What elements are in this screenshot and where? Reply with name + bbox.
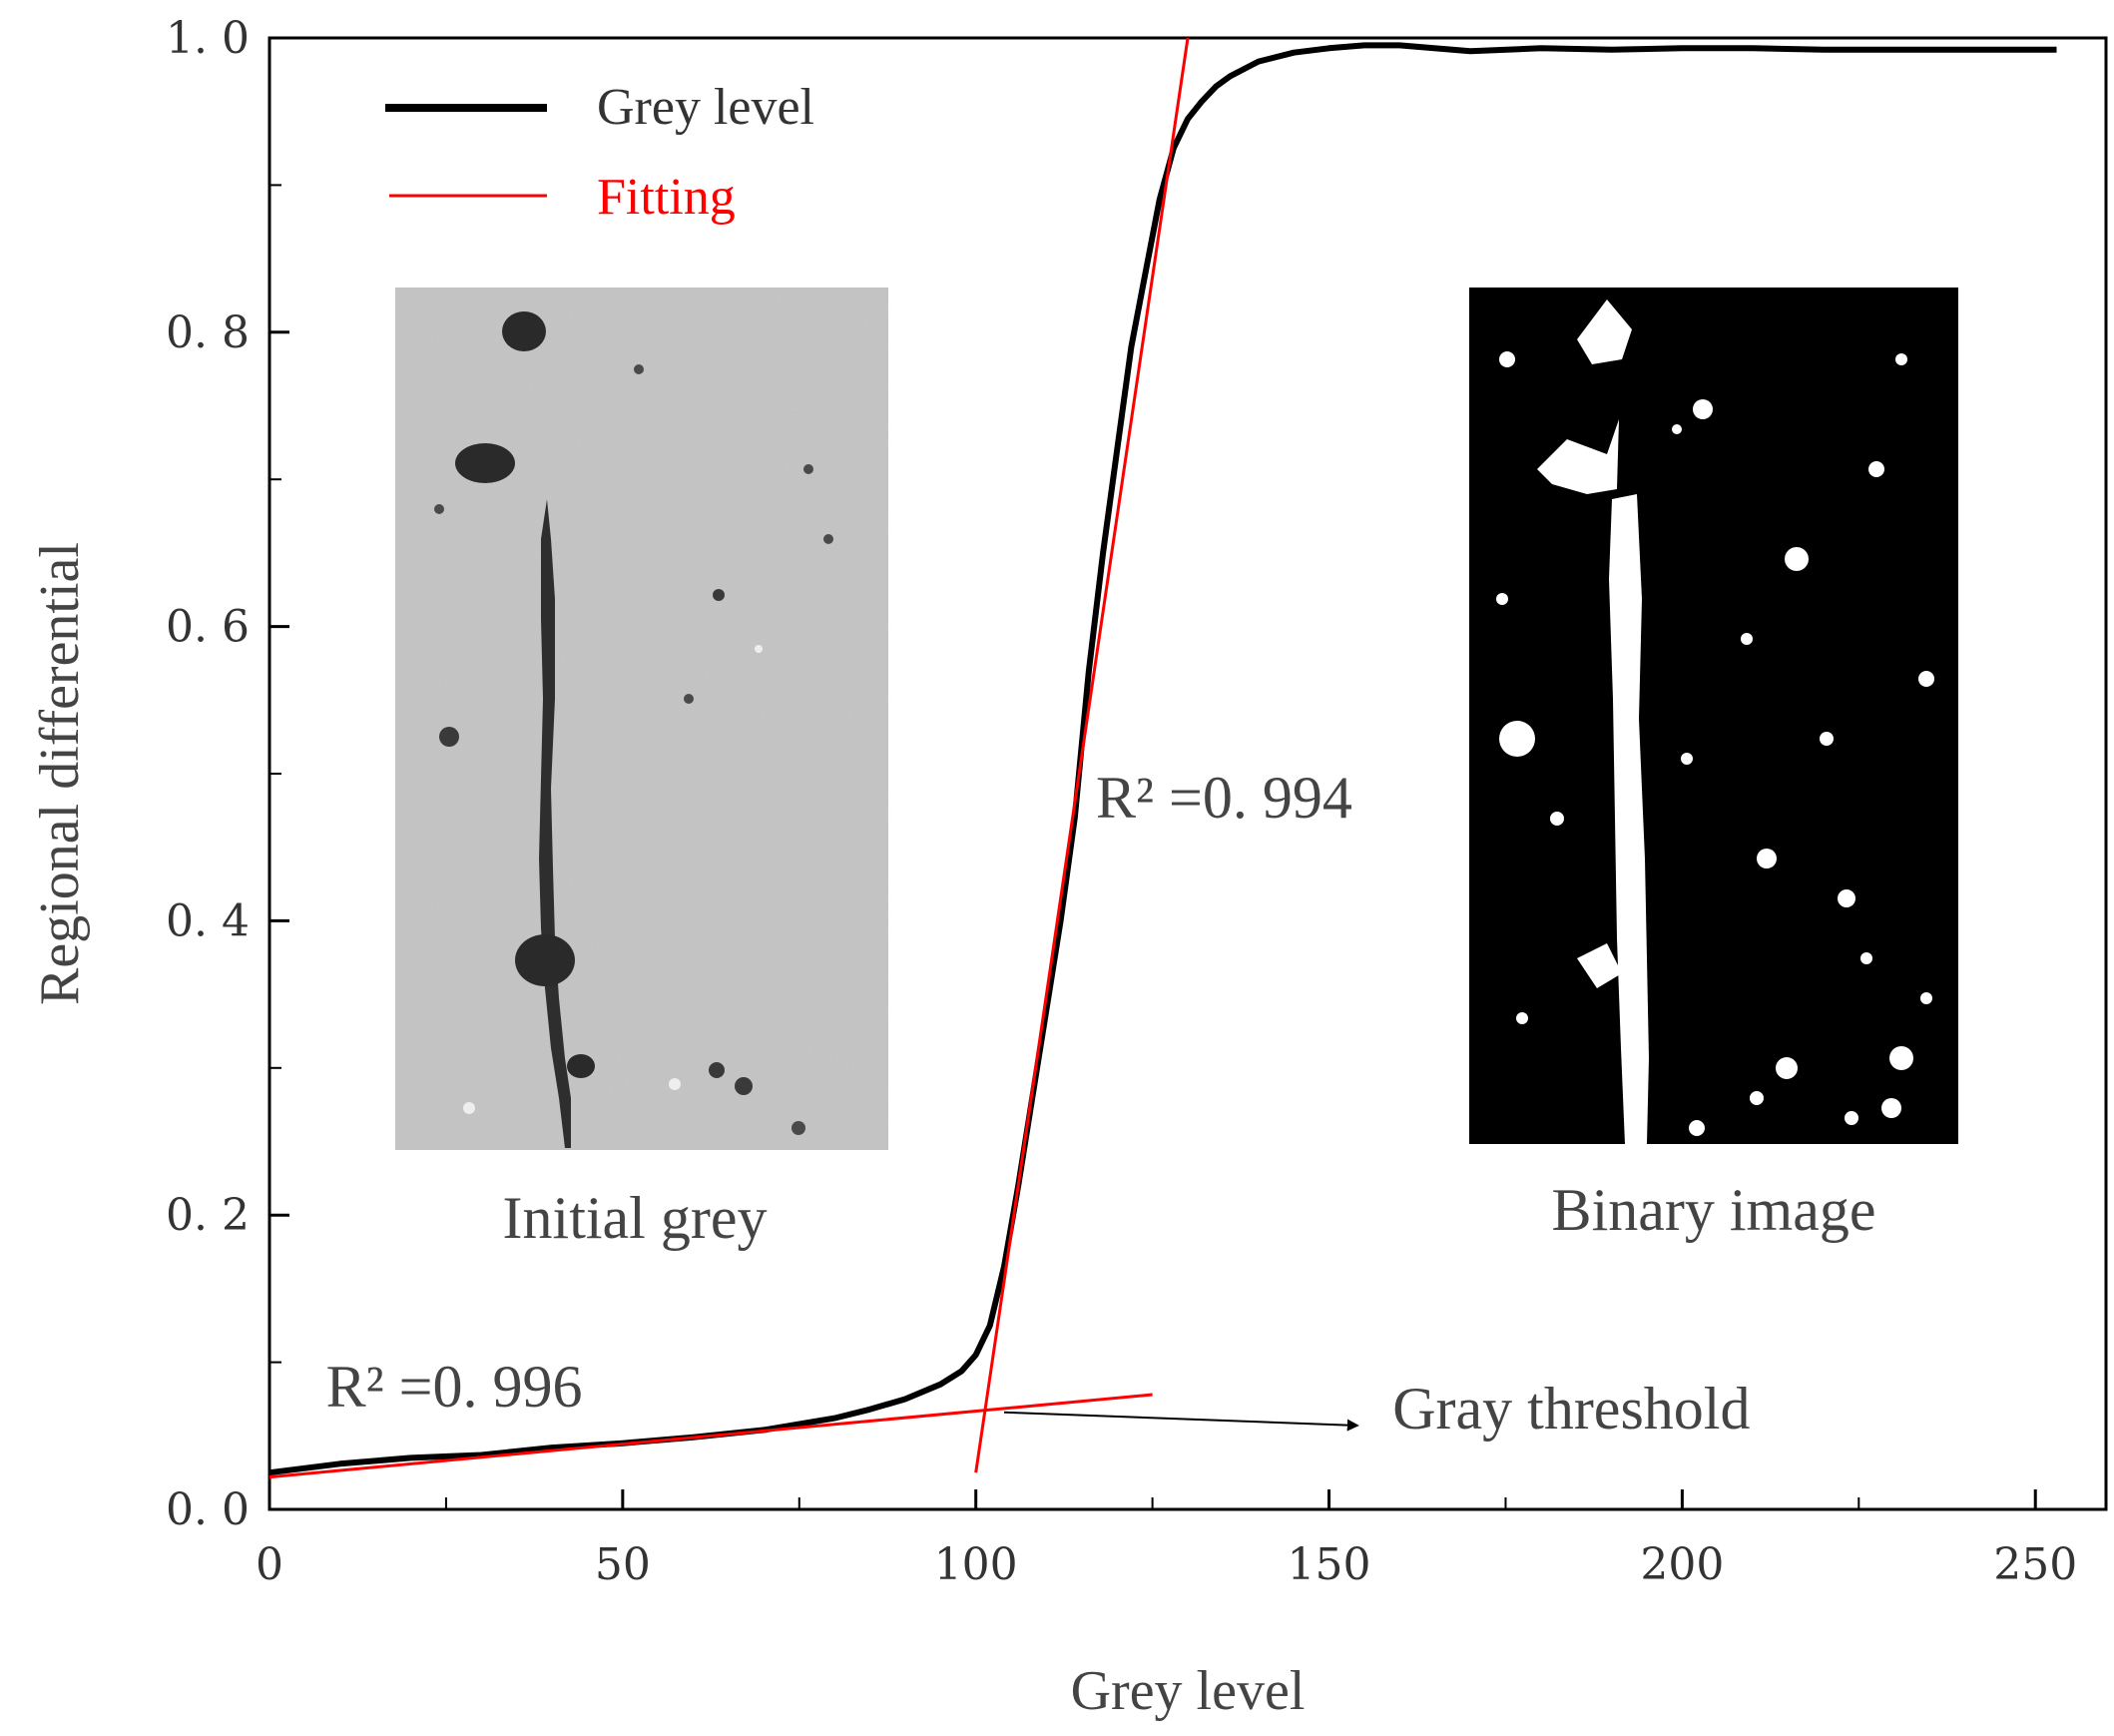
y-tick-label: 0. 0 [166, 1484, 250, 1535]
fitting-line-steep [974, 37, 1190, 1473]
initial-grey-caption: Initial grey [503, 1185, 768, 1251]
x-tick-label: 100 [934, 1539, 1018, 1590]
series-layer [268, 37, 2057, 1479]
r2-annotation-low: R² =0. 996 [326, 1354, 583, 1420]
legend-label-grey-level: Grey level [597, 79, 814, 136]
legend: Grey level Fitting [385, 79, 814, 226]
x-tick-label: 50 [595, 1539, 651, 1590]
y-tick-label: 0. 4 [166, 895, 250, 946]
binary-crack-shape [1609, 494, 1649, 1144]
gray-threshold-label: Gray threshold [1392, 1376, 1750, 1442]
binary-image-inset [1469, 288, 1958, 1144]
x-axis-ticks: 0 50 100 150 200 250 [256, 1489, 2077, 1590]
grey-level-curve [268, 42, 2057, 1476]
legend-label-fitting: Fitting [597, 169, 736, 226]
y-tick-label: 0. 6 [166, 602, 250, 653]
r2-annotation-steep: R² =0. 994 [1096, 765, 1352, 831]
y-axis-title: Regional differential [29, 542, 91, 1005]
y-tick-label: 1. 0 [166, 13, 250, 64]
y-tick-label: 0. 2 [166, 1190, 250, 1241]
binary-image-caption: Binary image [1552, 1177, 1876, 1243]
initial-grey-inset [395, 288, 888, 1150]
x-tick-label: 150 [1288, 1539, 1371, 1590]
y-axis-ticks: 0. 0 0. 2 0. 4 0. 6 0. 8 1. 0 [166, 13, 289, 1535]
fitting-line-low [268, 1393, 1153, 1479]
threshold-arrow [1003, 1411, 1359, 1432]
y-tick-label: 0. 8 [166, 307, 250, 358]
x-tick-label: 250 [1993, 1539, 2077, 1590]
x-axis-title: Grey level [1071, 1660, 1306, 1722]
x-tick-label: 200 [1640, 1539, 1724, 1590]
x-tick-label: 0 [256, 1539, 283, 1590]
